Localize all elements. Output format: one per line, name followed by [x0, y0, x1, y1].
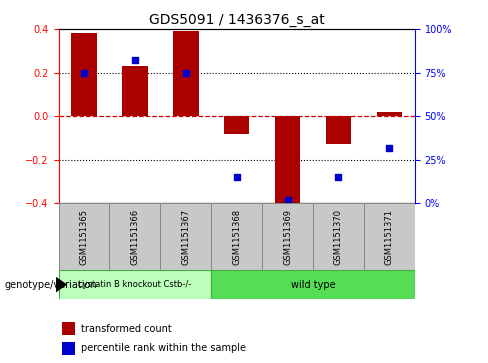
Point	[131, 57, 139, 63]
Text: GSM1151365: GSM1151365	[80, 209, 88, 265]
Bar	[71, 33, 97, 116]
FancyBboxPatch shape	[211, 203, 262, 270]
Point	[284, 197, 291, 203]
Text: transformed count: transformed count	[81, 324, 171, 334]
FancyBboxPatch shape	[313, 203, 364, 270]
FancyBboxPatch shape	[211, 270, 415, 299]
Text: GSM1151369: GSM1151369	[283, 209, 292, 265]
Point	[80, 70, 88, 76]
Title: GDS5091 / 1436376_s_at: GDS5091 / 1436376_s_at	[149, 13, 325, 26]
FancyBboxPatch shape	[161, 203, 211, 270]
Bar	[173, 31, 199, 116]
Bar	[275, 116, 300, 207]
FancyBboxPatch shape	[59, 203, 109, 270]
Point	[335, 174, 343, 180]
Text: GSM1151370: GSM1151370	[334, 209, 343, 265]
Polygon shape	[56, 278, 66, 291]
Text: GSM1151368: GSM1151368	[232, 209, 241, 265]
Bar	[122, 66, 148, 116]
Bar	[326, 116, 351, 144]
Bar	[377, 112, 402, 116]
FancyBboxPatch shape	[59, 270, 211, 299]
Text: GSM1151371: GSM1151371	[385, 209, 394, 265]
FancyBboxPatch shape	[109, 203, 161, 270]
Text: percentile rank within the sample: percentile rank within the sample	[81, 343, 245, 354]
Bar	[62, 342, 75, 355]
FancyBboxPatch shape	[262, 203, 313, 270]
Bar	[62, 322, 75, 335]
Text: GSM1151366: GSM1151366	[130, 209, 140, 265]
FancyBboxPatch shape	[364, 203, 415, 270]
Point	[386, 144, 393, 150]
Point	[182, 70, 190, 76]
Text: cystatin B knockout Cstb-/-: cystatin B knockout Cstb-/-	[78, 281, 191, 289]
Text: GSM1151367: GSM1151367	[181, 209, 190, 265]
Text: wild type: wild type	[291, 280, 335, 290]
Bar	[224, 116, 249, 134]
Point	[233, 174, 241, 180]
Text: genotype/variation: genotype/variation	[5, 280, 98, 290]
